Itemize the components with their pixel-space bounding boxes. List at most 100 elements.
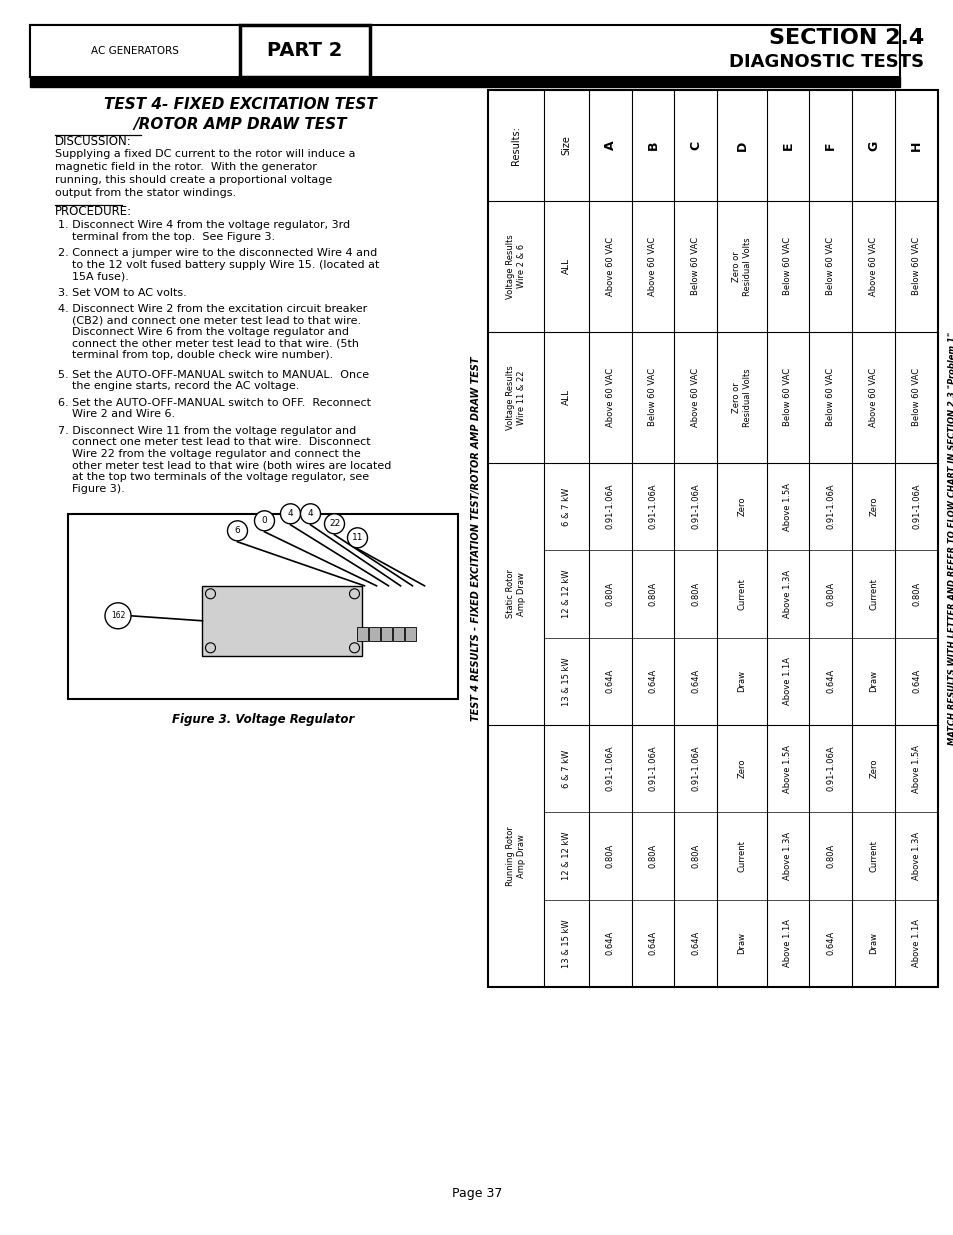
Text: 6: 6	[234, 526, 240, 535]
Text: Below 60 VAC: Below 60 VAC	[691, 237, 700, 295]
Text: Below 60 VAC: Below 60 VAC	[911, 237, 920, 295]
Circle shape	[347, 527, 367, 548]
Text: Page 37: Page 37	[452, 1187, 501, 1200]
Text: DISCUSSION:: DISCUSSION:	[55, 135, 132, 148]
Text: F: F	[823, 141, 837, 149]
Text: Figure 3. Voltage Regulator: Figure 3. Voltage Regulator	[172, 714, 354, 726]
Circle shape	[324, 514, 344, 534]
Text: Above 60 VAC: Above 60 VAC	[868, 237, 878, 296]
Text: 0.91-1.06A: 0.91-1.06A	[605, 484, 614, 530]
Text: Above 1.5A: Above 1.5A	[782, 483, 792, 531]
Text: 0.91-1.06A: 0.91-1.06A	[825, 484, 835, 530]
Text: H: H	[909, 141, 923, 151]
Bar	[202, 585, 362, 656]
Text: 13 & 15 kW: 13 & 15 kW	[561, 657, 570, 705]
Text: Running Rotor
Amp Draw: Running Rotor Amp Draw	[506, 826, 525, 885]
Text: G: G	[866, 141, 880, 151]
Text: Static Rotor
Amp Draw: Static Rotor Amp Draw	[506, 569, 525, 619]
Text: Draw: Draw	[868, 932, 878, 955]
Text: Draw: Draw	[737, 932, 745, 955]
Bar	[30, 77, 899, 86]
Text: 0.64A: 0.64A	[911, 669, 920, 693]
Text: Zero: Zero	[737, 496, 745, 516]
Text: Above 60 VAC: Above 60 VAC	[868, 368, 878, 427]
Text: magnetic field in the rotor.  With the generator: magnetic field in the rotor. With the ge…	[55, 162, 316, 172]
Text: 0.80A: 0.80A	[691, 582, 700, 606]
Text: Above 1.3A: Above 1.3A	[782, 832, 792, 881]
Text: 0.91-1.06A: 0.91-1.06A	[605, 746, 614, 792]
Text: Draw: Draw	[737, 671, 745, 693]
Text: 0.64A: 0.64A	[648, 931, 657, 956]
Text: 4: 4	[288, 509, 293, 519]
Text: 0.80A: 0.80A	[825, 844, 835, 868]
Text: 11: 11	[352, 534, 363, 542]
Circle shape	[280, 504, 300, 524]
Bar	[393, 627, 404, 641]
Text: Zero: Zero	[868, 496, 878, 516]
Text: 0.64A: 0.64A	[605, 669, 614, 693]
Text: Zero or
Residual Volts: Zero or Residual Volts	[732, 237, 751, 295]
Bar	[68, 514, 457, 699]
Text: 6 & 7 kW: 6 & 7 kW	[561, 750, 570, 788]
Text: 6 & 7 kW: 6 & 7 kW	[561, 488, 570, 526]
Text: Above 60 VAC: Above 60 VAC	[648, 237, 657, 296]
Text: 1. Disconnect Wire 4 from the voltage regulator, 3rd
    terminal from the top. : 1. Disconnect Wire 4 from the voltage re…	[58, 220, 350, 242]
Text: 0.80A: 0.80A	[605, 844, 614, 868]
Text: E: E	[781, 141, 794, 149]
Text: Current: Current	[868, 840, 878, 872]
Text: Above 1.1A: Above 1.1A	[782, 919, 792, 967]
Text: 0.80A: 0.80A	[648, 582, 657, 606]
Text: Below 60 VAC: Below 60 VAC	[825, 237, 835, 295]
Text: 0.91-1.06A: 0.91-1.06A	[648, 484, 657, 530]
Circle shape	[227, 521, 247, 541]
Text: Size: Size	[560, 136, 571, 156]
Text: Zero: Zero	[868, 758, 878, 778]
Text: Current: Current	[868, 578, 878, 610]
Circle shape	[349, 642, 359, 653]
Text: /ROTOR AMP DRAW TEST: /ROTOR AMP DRAW TEST	[133, 117, 346, 132]
Text: 0.80A: 0.80A	[825, 582, 835, 606]
Text: Above 60 VAC: Above 60 VAC	[691, 368, 700, 427]
Circle shape	[254, 511, 274, 531]
Text: Below 60 VAC: Below 60 VAC	[911, 368, 920, 426]
Text: ALL: ALL	[561, 389, 570, 405]
Text: Below 60 VAC: Below 60 VAC	[825, 368, 835, 426]
Text: PART 2: PART 2	[267, 42, 342, 61]
Text: 0.80A: 0.80A	[691, 844, 700, 868]
Text: D: D	[735, 141, 748, 151]
Text: 0.64A: 0.64A	[691, 669, 700, 693]
Text: 0.80A: 0.80A	[605, 582, 614, 606]
Text: Zero or
Residual Volts: Zero or Residual Volts	[732, 368, 751, 427]
Text: 0.80A: 0.80A	[648, 844, 657, 868]
Text: TEST 4- FIXED EXCITATION TEST: TEST 4- FIXED EXCITATION TEST	[104, 98, 376, 112]
Text: 0.91-1.06A: 0.91-1.06A	[648, 746, 657, 792]
Text: 0.64A: 0.64A	[825, 669, 835, 693]
Text: Zero: Zero	[737, 758, 745, 778]
Text: Above 1.1A: Above 1.1A	[782, 657, 792, 705]
Circle shape	[205, 642, 215, 653]
Text: Current: Current	[737, 840, 745, 872]
Text: output from the stator windings.: output from the stator windings.	[55, 188, 236, 198]
Text: Supplying a fixed DC current to the rotor will induce a: Supplying a fixed DC current to the roto…	[55, 149, 355, 159]
Text: 12 & 12 kW: 12 & 12 kW	[561, 569, 570, 619]
Text: 5. Set the AUTO-OFF-MANUAL switch to MANUAL.  Once
    the engine starts, record: 5. Set the AUTO-OFF-MANUAL switch to MAN…	[58, 369, 369, 391]
Text: 4. Disconnect Wire 2 from the excitation circuit breaker
    (CB2) and connect o: 4. Disconnect Wire 2 from the excitation…	[58, 304, 367, 361]
Text: MATCH RESULTS WITH LETTER AND REFER TO FLOW CHART IN SECTION 2.3 "Problem 1": MATCH RESULTS WITH LETTER AND REFER TO F…	[947, 332, 953, 745]
Text: Above 1.5A: Above 1.5A	[782, 745, 792, 793]
Text: Below 60 VAC: Below 60 VAC	[782, 368, 792, 426]
Bar	[357, 627, 368, 641]
Text: 7. Disconnect Wire 11 from the voltage regulator and
    connect one meter test : 7. Disconnect Wire 11 from the voltage r…	[58, 426, 391, 494]
Text: 0.91-1.06A: 0.91-1.06A	[911, 484, 920, 530]
Text: 0.80A: 0.80A	[911, 582, 920, 606]
Text: 0.91-1.06A: 0.91-1.06A	[691, 746, 700, 792]
Text: C: C	[689, 141, 701, 149]
Text: TEST 4 RESULTS - FIXED EXCITATION TEST/ROTOR AMP DRAW TEST: TEST 4 RESULTS - FIXED EXCITATION TEST/R…	[471, 356, 480, 721]
Bar	[381, 627, 392, 641]
Text: Voltage Results
Wire 2 & 6: Voltage Results Wire 2 & 6	[506, 233, 525, 299]
Text: Above 1.5A: Above 1.5A	[911, 745, 920, 793]
Text: Above 1.3A: Above 1.3A	[782, 569, 792, 618]
Text: 0.64A: 0.64A	[691, 931, 700, 956]
Text: Below 60 VAC: Below 60 VAC	[648, 368, 657, 426]
Text: ALL: ALL	[561, 258, 570, 274]
Text: B: B	[646, 141, 659, 151]
